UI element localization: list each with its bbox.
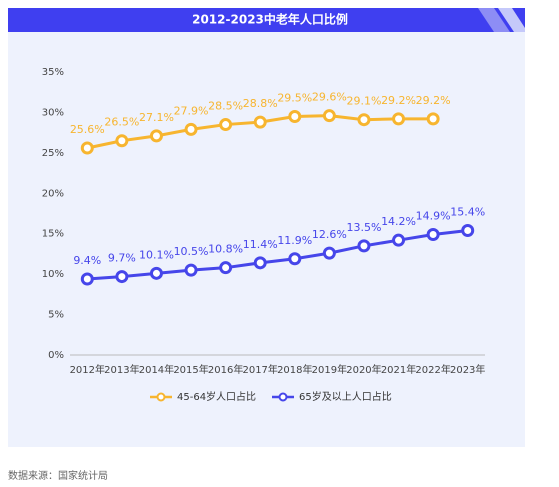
point [392,233,406,247]
source: 数据来源：国家统计局 [8,469,108,482]
data-label: 10.1% [139,248,174,261]
point [80,141,94,155]
point [115,270,129,284]
point [288,109,302,123]
data-label: 10.8% [208,243,243,256]
y-tick-label: 25% [42,148,64,159]
point [392,112,406,126]
data-label: 29.6% [312,91,347,104]
data-label: 10.5% [174,245,209,258]
x-tick-label: 2022年 [415,363,450,376]
point [149,129,163,143]
data-label: 11.9% [277,234,312,247]
y-tick-label: 35% [42,67,64,78]
legend-label: 45-64岁人口占比 [177,390,256,403]
data-label: 29.2% [381,94,416,107]
point [426,112,440,126]
x-tick-label: 2017年 [242,363,277,376]
y-tick-label: 15% [42,229,64,240]
point [357,113,371,127]
x-tick-label: 2014年 [139,363,174,376]
point [115,134,129,148]
point [219,118,233,132]
data-label: 29.2% [416,94,451,107]
data-label: 26.5% [104,116,139,129]
stripe [498,8,525,32]
x-tick-label: 2021年 [381,363,416,376]
data-label: 14.9% [416,210,451,223]
legend-marker [278,392,288,402]
y-tick-label: 0% [48,350,64,361]
panel [8,8,525,447]
point [322,109,336,123]
data-label: 29.5% [277,91,312,104]
data-label: 29.1% [346,95,381,108]
point [288,252,302,266]
point [80,272,94,286]
point [219,261,233,275]
y-tick-label: 5% [48,310,64,321]
data-label: 12.6% [312,228,347,241]
point [149,266,163,280]
x-tick-label: 2023年 [450,363,485,376]
data-label: 9.7% [108,252,136,265]
y-tick-label: 10% [42,269,64,280]
data-label: 27.1% [139,111,174,124]
point [426,228,440,242]
y-tick-label: 20% [42,188,64,199]
data-label: 13.5% [346,221,381,234]
point [184,263,198,277]
chart-title: 2012-2023中老年人口比例 [192,12,348,27]
legend-label: 65岁及以上人口占比 [299,390,392,403]
data-label: 15.4% [450,205,485,218]
data-label: 9.4% [73,254,101,267]
point [184,122,198,136]
legend-marker [156,392,166,402]
data-label: 25.6% [70,123,105,136]
data-label: 27.9% [174,104,209,117]
x-tick-label: 2013年 [104,363,139,376]
x-tick-label: 2018年 [277,363,312,376]
point [461,223,475,237]
x-tick-label: 2020年 [346,363,381,376]
x-tick-label: 2019年 [312,363,347,376]
data-label: 11.4% [243,238,278,251]
y-tick-label: 30% [42,107,64,118]
x-tick-label: 2012年 [70,363,105,376]
point [322,246,336,260]
data-label: 28.5% [208,100,243,113]
x-tick-label: 2015年 [173,363,208,376]
point [253,256,267,270]
point [357,239,371,253]
header-bar [8,8,525,32]
point [253,115,267,129]
x-tick-label: 2016年 [208,363,243,376]
data-label: 28.8% [243,97,278,110]
stripe [478,8,510,32]
data-label: 14.2% [381,215,416,228]
